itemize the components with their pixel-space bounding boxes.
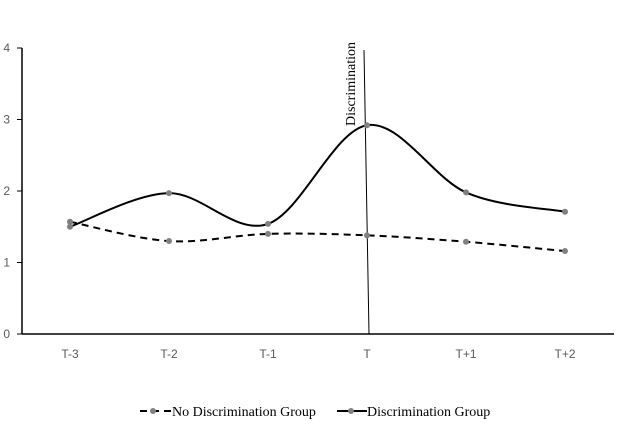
x-tick-label: T [363, 347, 371, 361]
data-point-1-1 [166, 190, 172, 197]
legend-no-discrimination-label: No Discrimination Group [172, 405, 316, 420]
series-line-1 [69, 124, 566, 228]
x-tick-label: T-3 [61, 347, 79, 361]
data-point-0-3 [364, 232, 370, 239]
legend-discrimination-marker [348, 408, 354, 414]
x-tick-label: T-1 [259, 347, 277, 361]
data-point-0-2 [265, 230, 271, 237]
x-tick-label: T-2 [160, 347, 178, 361]
data-point-0-4 [463, 238, 469, 245]
discrimination-marker-line [363, 49, 370, 335]
y-tick-label: 4 [3, 41, 10, 55]
data-point-1-5 [562, 208, 568, 215]
y-tick-label: 3 [3, 113, 10, 127]
x-tick-label: T+2 [554, 347, 575, 361]
discrimination-annotation: Discrimination [344, 42, 359, 126]
x-tick-label: T+1 [455, 347, 476, 361]
data-point-0-5 [562, 248, 568, 255]
data-point-1-0 [67, 223, 73, 230]
y-tick-label: 1 [3, 256, 10, 270]
legend: No Discrimination Group Discrimination G… [140, 405, 490, 420]
data-point-1-4 [463, 189, 469, 196]
data-point-0-0 [67, 218, 73, 225]
legend-discrimination-label: Discrimination Group [367, 405, 490, 420]
legend-no-discrimination-marker [150, 408, 156, 414]
data-point-1-3 [364, 122, 370, 129]
data-point-0-1 [166, 238, 172, 245]
y-tick-label: 2 [3, 184, 10, 198]
y-tick-label: 0 [3, 327, 10, 341]
series-line-0 [69, 220, 566, 253]
data-point-1-2 [265, 220, 271, 227]
